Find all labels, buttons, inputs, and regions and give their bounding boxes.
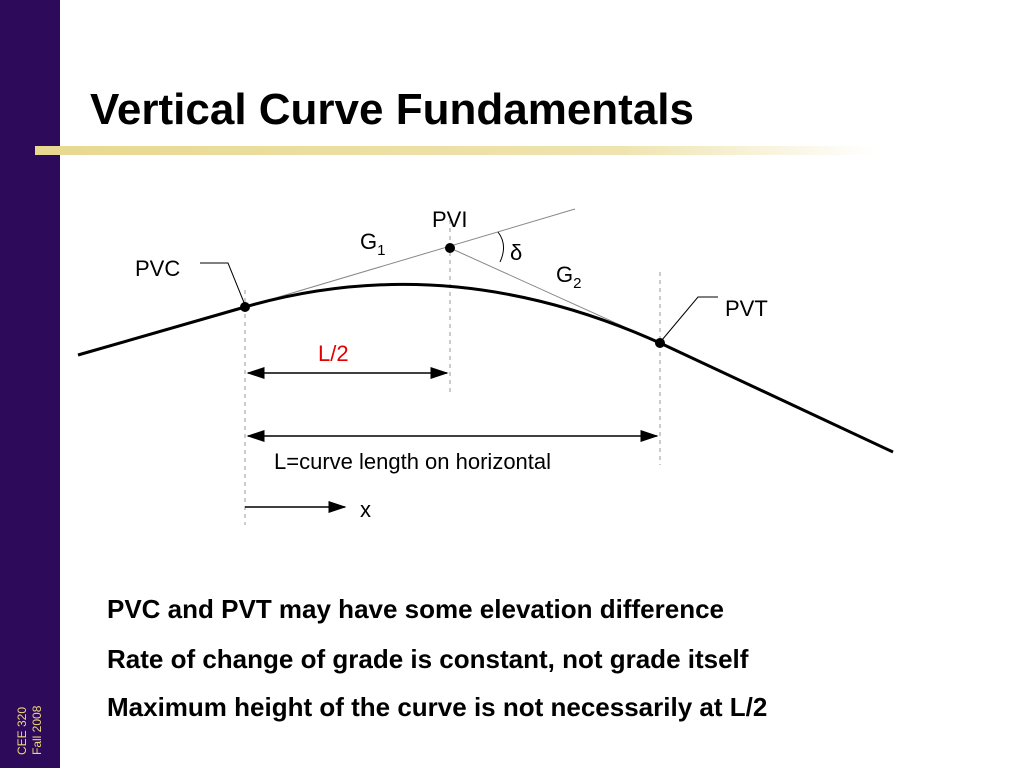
- pvi-point: [445, 243, 455, 253]
- sidebar: [0, 0, 60, 768]
- x-label: x: [360, 497, 371, 522]
- g2-label: G2: [556, 262, 581, 292]
- curve: [244, 282, 661, 345]
- pvi-label: PVI: [432, 207, 467, 232]
- g2-sub: 2: [573, 275, 581, 292]
- bullet: PVC and PVT may have some elevation diff…: [107, 594, 724, 624]
- delta-arc: [497, 231, 504, 263]
- sidebar-term: Fall 2008: [30, 705, 44, 755]
- tangent-g1: [244, 208, 576, 308]
- g2-text: G: [556, 262, 573, 287]
- grade-out: [659, 341, 894, 454]
- diagram: PVI G1 δ G2 PVC PVT L/2 L=curve length o…: [77, 207, 894, 525]
- g1-text: G: [360, 229, 377, 254]
- pvc-label: PVC: [135, 256, 180, 281]
- g1-sub: 1: [377, 242, 385, 259]
- pvt-point: [655, 338, 665, 348]
- length-label: L=curve length on horizontal: [274, 449, 551, 474]
- grade-in: [77, 305, 246, 357]
- pvt-label: PVT: [725, 296, 768, 321]
- pvc-callout: [200, 262, 246, 306]
- g1-label: G1: [360, 229, 385, 259]
- delta-label: δ: [510, 240, 522, 265]
- half-length-label: L/2: [318, 341, 349, 366]
- pvt-callout: [661, 296, 718, 341]
- pvc-point: [240, 302, 250, 312]
- sidebar-course: CEE 320: [15, 707, 29, 755]
- title: Vertical Curve Fundamentals: [90, 85, 694, 134]
- bullet: Maximum height of the curve is not neces…: [107, 692, 767, 722]
- title-rule: [35, 146, 875, 155]
- bullet: Rate of change of grade is constant, not…: [107, 644, 749, 674]
